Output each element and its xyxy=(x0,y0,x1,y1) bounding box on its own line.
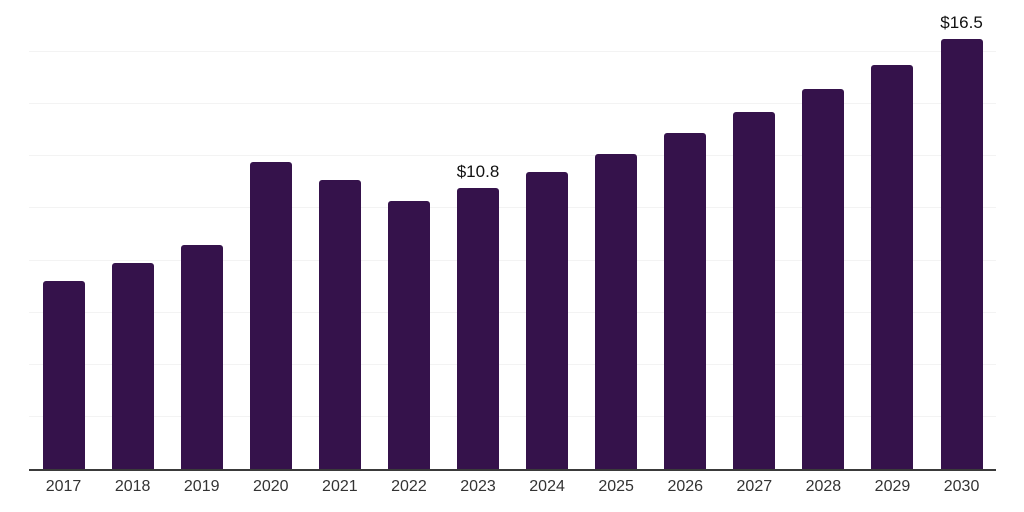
bar-value-label: $16.5 xyxy=(940,13,983,33)
bar-2022 xyxy=(387,200,430,469)
bar-2020 xyxy=(249,161,292,469)
x-tick-label: 2024 xyxy=(529,478,565,495)
bar-slot xyxy=(29,0,98,469)
x-tick-label: 2018 xyxy=(114,478,151,495)
bar-2027 xyxy=(733,112,776,469)
x-tick-label: 2020 xyxy=(252,478,289,495)
bar-value-label: $10.8 xyxy=(456,161,500,181)
x-tick-label: 2017 xyxy=(45,478,82,495)
bar-2017 xyxy=(42,281,85,469)
x-tick-label: 2030 xyxy=(943,478,980,495)
plot-area: $10.8 $16.5 xyxy=(29,0,996,471)
bar-slot xyxy=(858,0,927,469)
gridline xyxy=(29,207,996,209)
gridline xyxy=(29,363,996,365)
x-axis-labels: 2017 2018 2019 2020 2021 2022 2023 2024 2025 2026… xyxy=(29,478,996,496)
bar-2028 xyxy=(802,88,845,469)
gridline xyxy=(29,103,996,105)
gridline xyxy=(29,415,996,417)
bar-2019 xyxy=(180,244,223,469)
bar-2018 xyxy=(111,263,154,469)
bar-2023 xyxy=(457,187,499,469)
bar-slot xyxy=(513,0,582,469)
bar-2030 xyxy=(940,39,983,469)
x-tick-label: 2023 xyxy=(460,478,496,495)
bar-slot xyxy=(236,0,305,469)
x-tick-label: 2026 xyxy=(667,478,704,495)
gridline xyxy=(29,155,996,157)
bar-2025 xyxy=(595,153,638,469)
x-tick-label: 2021 xyxy=(322,478,358,495)
bar-slot xyxy=(374,0,443,469)
bar-2024 xyxy=(526,171,569,469)
x-tick-label: 2025 xyxy=(598,478,634,495)
x-tick-label: 2022 xyxy=(391,478,427,495)
bar-slot xyxy=(789,0,858,469)
bar-slot xyxy=(582,0,651,469)
bar-2021 xyxy=(318,179,361,469)
x-tick-label: 2027 xyxy=(736,478,773,495)
bar-slot xyxy=(167,0,236,469)
x-tick-label: 2029 xyxy=(874,478,911,495)
bar-slot: $16.5 xyxy=(927,0,996,469)
bar-slot xyxy=(305,0,374,469)
x-tick-label: 2019 xyxy=(183,478,220,495)
bar-2029 xyxy=(871,65,914,469)
gridline xyxy=(29,51,996,53)
bar-slot xyxy=(720,0,789,469)
gridline xyxy=(29,259,996,261)
bar-slot xyxy=(98,0,167,469)
gridline xyxy=(29,311,996,313)
x-tick-label: 2028 xyxy=(805,478,842,495)
bar-slot xyxy=(651,0,720,469)
bar-2026 xyxy=(664,132,707,469)
bar-slot: $10.8 xyxy=(443,0,512,469)
